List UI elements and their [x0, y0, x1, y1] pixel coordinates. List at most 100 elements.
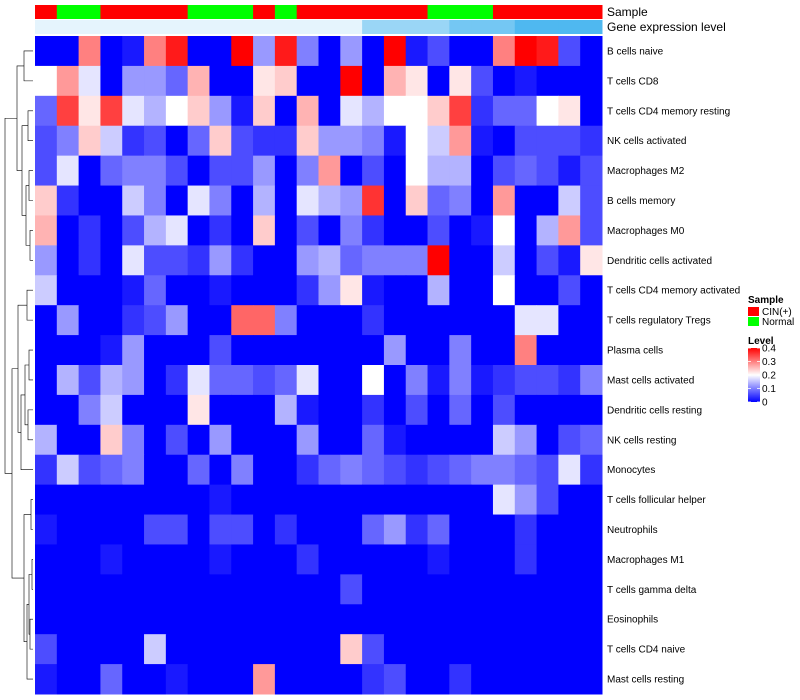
heatmap-cell [56, 245, 80, 276]
heatmap-cell [209, 454, 232, 486]
heatmap-cell [253, 514, 276, 545]
heatmap-cell [165, 514, 189, 545]
heatmap-cell [449, 604, 472, 635]
heatmap-cell [318, 36, 341, 67]
heatmap-cell [56, 95, 80, 127]
heatmap-cell [471, 95, 494, 127]
heatmap-cell [318, 544, 341, 575]
heatmap-cell [187, 36, 210, 67]
heatmap-cell [165, 484, 189, 516]
heatmap-cell [100, 424, 123, 456]
heatmap-cell [558, 185, 581, 216]
sample-legend-entries: CIN(+)Normal [748, 307, 794, 328]
heatmap-cell [187, 424, 210, 456]
heatmap-cell [383, 544, 407, 575]
heatmap-cell [492, 155, 516, 187]
heatmap-cell [536, 185, 559, 216]
level-track-cell [362, 20, 385, 34]
heatmap-cell [383, 65, 407, 97]
heatmap-cell [56, 454, 80, 486]
heatmap-cell [471, 604, 494, 635]
heatmap-cell [362, 634, 385, 665]
heatmap-cell [492, 664, 516, 695]
heatmap-cell [362, 544, 385, 575]
sample-track-cell [427, 5, 450, 19]
heatmap-cell [405, 544, 429, 575]
heatmap-cell [209, 95, 232, 127]
sample-track-cell [56, 5, 80, 19]
heatmap-cell [78, 424, 101, 456]
heatmap-cell [78, 574, 101, 605]
heatmap-cell [253, 574, 276, 605]
heatmap-cell [274, 36, 298, 67]
heatmap-cell [78, 454, 101, 486]
heatmap-cell [427, 275, 450, 306]
heatmap-cell [427, 215, 450, 246]
heatmap-cell [165, 454, 189, 486]
heatmap-cell [427, 634, 450, 665]
heatmap-cell [492, 65, 516, 97]
expression-level-annotation-track [35, 20, 603, 34]
heatmap-cell [536, 65, 559, 97]
heatmap-cell [580, 36, 603, 67]
heatmap-cell [340, 275, 363, 306]
heatmap-cell [144, 514, 167, 545]
heatmap-cell [209, 634, 232, 665]
heatmap-cell [78, 664, 101, 695]
sample-track-cell [187, 5, 210, 19]
heatmap-cell [514, 155, 538, 187]
sample-track-cell [231, 5, 254, 19]
heatmap-cell [514, 305, 538, 336]
heatmap-cell [536, 484, 559, 516]
heatmap-cell [78, 604, 101, 635]
heatmap-cell [144, 365, 167, 396]
heatmap-cell [405, 604, 429, 635]
row-label: NK cells resting [607, 435, 676, 446]
heatmap-cell [209, 305, 232, 336]
heatmap-cell [318, 604, 341, 635]
heatmap-cell [492, 514, 516, 545]
heatmap-cell [144, 484, 167, 516]
heatmap-cell [35, 95, 58, 127]
heatmap-cell [340, 95, 363, 127]
heatmap-cell [492, 275, 516, 306]
heatmap-cell [274, 514, 298, 545]
heatmap-cell [405, 394, 429, 426]
heatmap-cell [362, 365, 385, 396]
heatmap-cell [558, 275, 581, 306]
level-track-cell [427, 20, 450, 34]
heatmap-cell [100, 484, 123, 516]
dendrogram-branch [30, 499, 33, 530]
heatmap-cell [144, 65, 167, 97]
heatmap-cell [558, 305, 581, 336]
heatmap-cell [144, 454, 167, 486]
heatmap-cell [449, 574, 472, 605]
heatmap-cell [492, 245, 516, 276]
heatmap-cell [471, 394, 494, 426]
row-label: Dendritic cells activated [607, 256, 712, 267]
heatmap-cell [427, 424, 450, 456]
sample-annotation-track [35, 5, 603, 19]
heatmap-cell [558, 394, 581, 426]
heatmap-cell [187, 544, 210, 575]
heatmap-cell [165, 574, 189, 605]
heatmap-cell [514, 245, 538, 276]
heatmap-cell [340, 305, 363, 336]
level-track-cell [231, 20, 254, 34]
heatmap-cell [514, 185, 538, 216]
heatmap-cell [274, 544, 298, 575]
heatmap-cell [340, 424, 363, 456]
heatmap-cell [253, 305, 276, 336]
heatmap-cell [209, 335, 232, 366]
dendrogram-branch [21, 125, 28, 216]
heatmap-cell [122, 454, 145, 486]
heatmap-cell [274, 424, 298, 456]
heatmap-cell [580, 544, 603, 575]
heatmap-cell [100, 664, 123, 695]
heatmap-cell [405, 424, 429, 456]
dendrogram-branch [27, 110, 33, 141]
heatmap-cell [296, 574, 319, 605]
level-track-cell [144, 20, 167, 34]
colorbar-tick-label: 0 [762, 398, 768, 409]
heatmap-cell [231, 484, 254, 516]
